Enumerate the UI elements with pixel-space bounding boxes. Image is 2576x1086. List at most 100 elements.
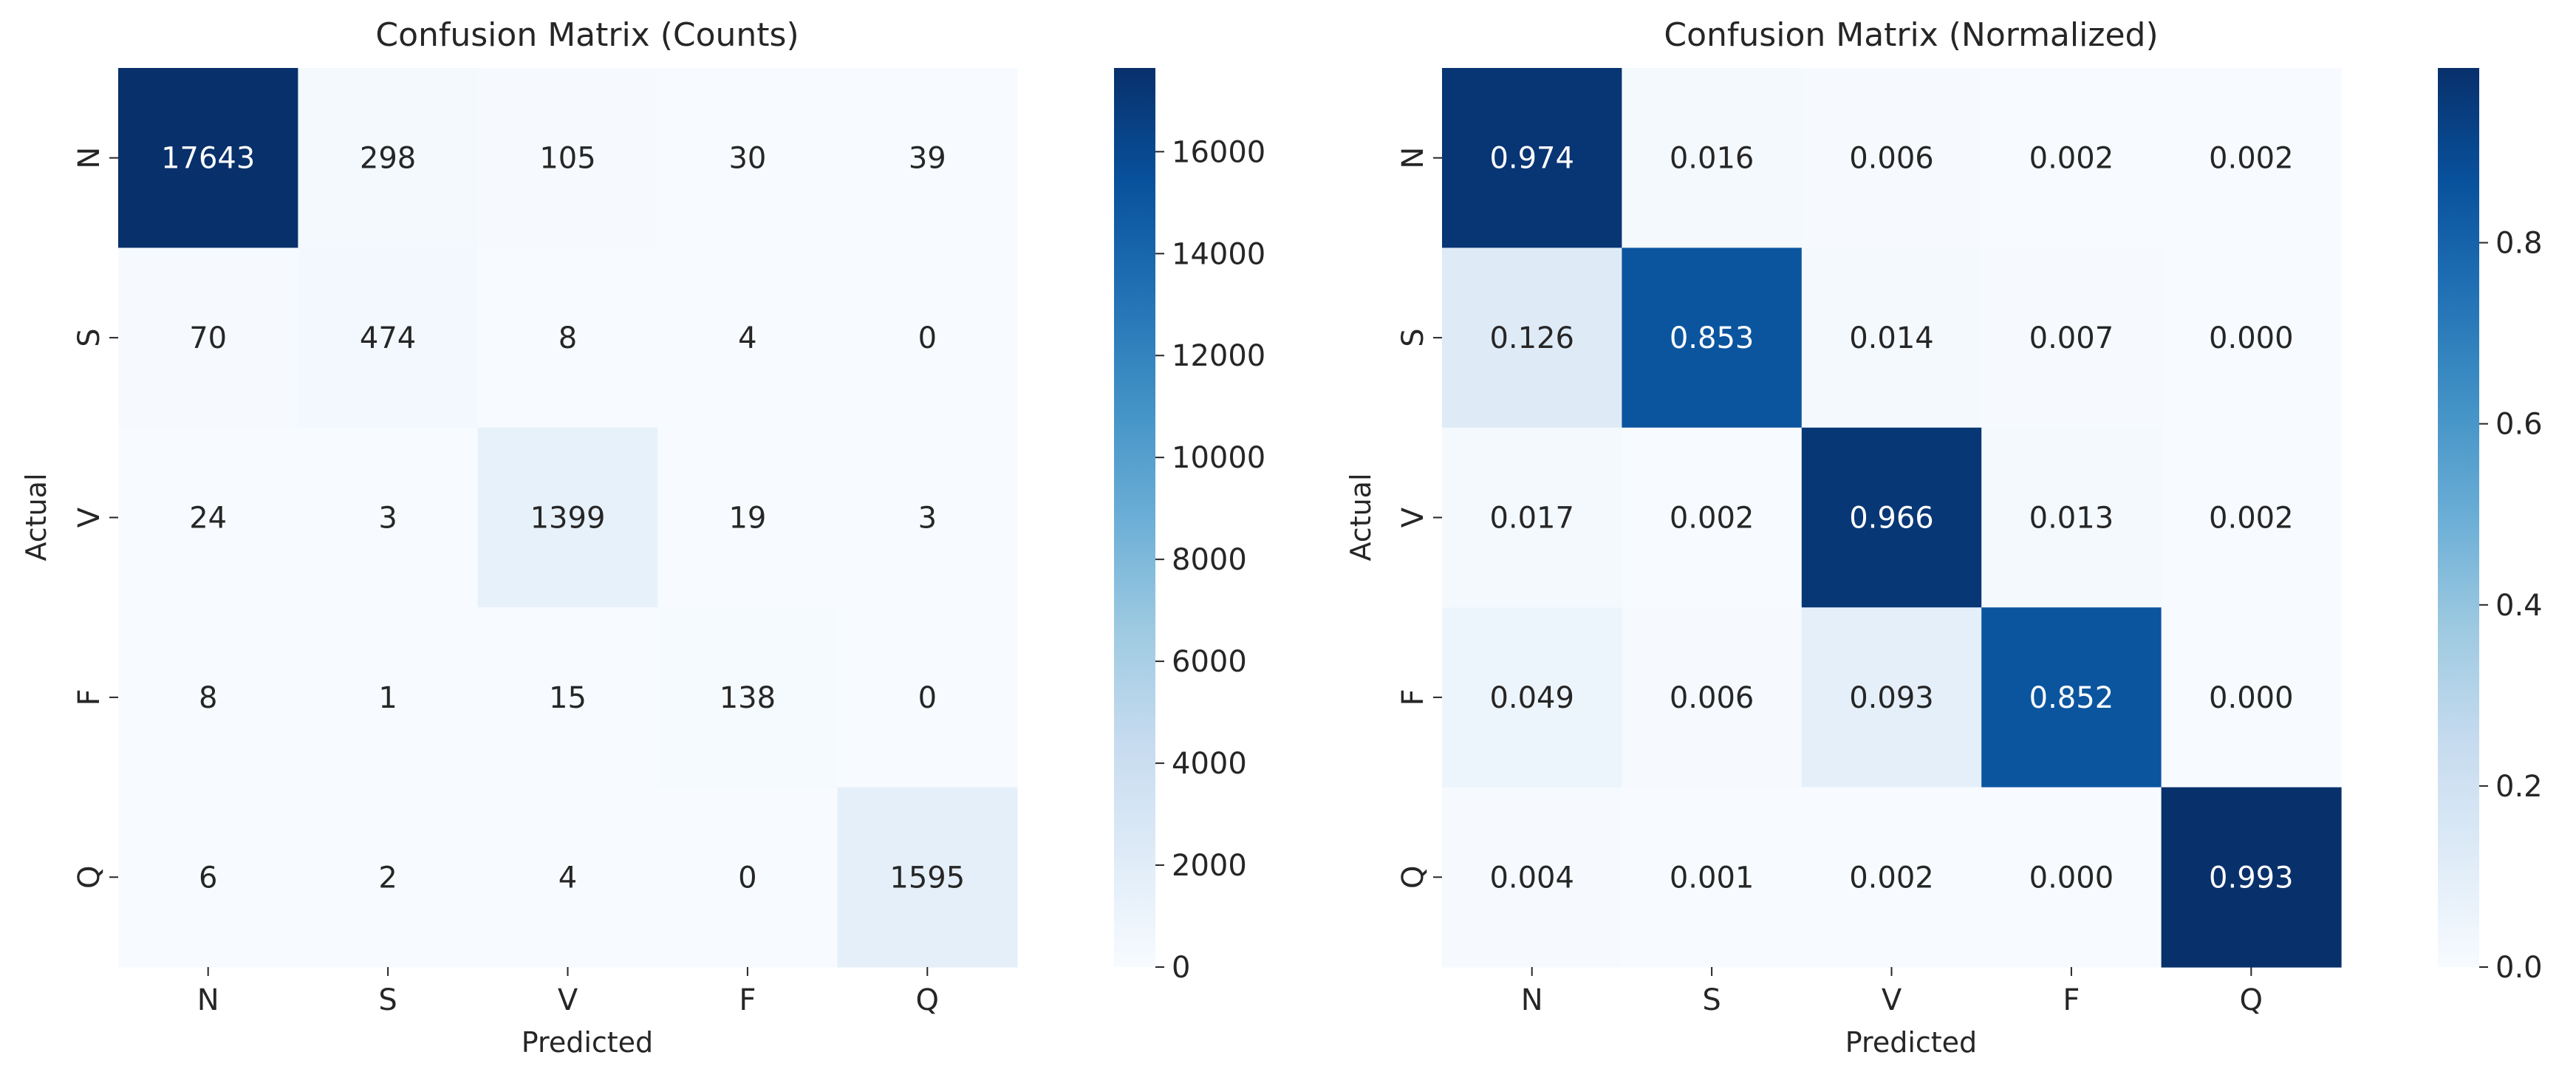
cell-value-label: 0.002 bbox=[1670, 502, 1755, 536]
colorbar-tick-label: 6000 bbox=[1172, 645, 1247, 679]
y-tick-label: V bbox=[72, 507, 106, 527]
cell-value-label: 15 bbox=[549, 681, 587, 715]
heatmap-cell bbox=[1981, 787, 2162, 968]
y-tick-label: F bbox=[1396, 689, 1430, 706]
cell-value-label: 19 bbox=[728, 502, 766, 536]
heatmap-cell bbox=[1801, 247, 1982, 428]
heatmap-cell bbox=[1442, 427, 1622, 608]
cell-value-label: 2 bbox=[378, 861, 397, 895]
cell-value-label: 0.974 bbox=[1489, 142, 1574, 176]
cell-value-label: 0.006 bbox=[1670, 681, 1755, 715]
heatmap-cell bbox=[477, 247, 658, 428]
colorbar-tick-label: 0.6 bbox=[2495, 408, 2543, 442]
heatmap-cell bbox=[837, 427, 1018, 608]
cell-value-label: 6 bbox=[199, 861, 217, 895]
cell-value-label: 0.016 bbox=[1670, 142, 1755, 176]
heatmap-cell bbox=[298, 787, 479, 968]
colorbar-tick-label: 0.4 bbox=[2495, 589, 2543, 623]
x-tick-label: N bbox=[1521, 983, 1543, 1017]
cell-value-label: 8 bbox=[199, 681, 217, 715]
heatmap-cell bbox=[298, 427, 479, 608]
cell-value-label: 1595 bbox=[889, 861, 965, 895]
chart-title: Confusion Matrix (Normalized) bbox=[1664, 16, 2158, 54]
cell-value-label: 8 bbox=[558, 321, 577, 355]
colorbar-tick-label: 14000 bbox=[1172, 237, 1265, 271]
cell-value-label: 0.000 bbox=[2029, 861, 2114, 895]
colorbar-tick-label: 2000 bbox=[1172, 849, 1247, 883]
heatmap-cell bbox=[1622, 427, 1803, 608]
x-tick-label: F bbox=[739, 983, 756, 1017]
cell-value-label: 0.007 bbox=[2029, 321, 2114, 355]
colorbar-gradient bbox=[1114, 68, 1155, 967]
cell-value-label: 4 bbox=[738, 321, 756, 355]
colorbar-tick-label: 8000 bbox=[1172, 543, 1247, 577]
heatmap-cell bbox=[657, 607, 838, 788]
cell-value-label: 0.993 bbox=[2209, 861, 2294, 895]
x-tick-label: V bbox=[1882, 983, 1902, 1017]
y-axis-label: Actual bbox=[1345, 473, 1377, 561]
cell-value-label: 0.000 bbox=[2209, 321, 2294, 355]
heatmap-cell bbox=[1622, 68, 1803, 248]
cell-value-label: 0.002 bbox=[2209, 142, 2294, 176]
y-tick-label: N bbox=[72, 147, 106, 169]
heatmap-cell bbox=[657, 427, 838, 608]
y-tick-label: Q bbox=[72, 866, 106, 889]
cell-value-label: 0.126 bbox=[1489, 321, 1574, 355]
colorbar-tick-label: 10000 bbox=[1172, 441, 1265, 475]
heatmap-cell bbox=[298, 68, 479, 248]
heatmap-cell bbox=[1981, 427, 2162, 608]
heatmap-cell bbox=[2161, 607, 2342, 788]
heatmap-cell bbox=[2161, 68, 2342, 248]
x-tick-label: Q bbox=[916, 983, 939, 1017]
cell-value-label: 0.002 bbox=[2029, 142, 2114, 176]
heatmap-cell bbox=[657, 247, 838, 428]
y-tick-label: V bbox=[1396, 507, 1430, 527]
heatmap-cell bbox=[1981, 68, 2162, 248]
heatmap-cell bbox=[657, 68, 838, 248]
colorbar-tick-label: 0.2 bbox=[2495, 770, 2543, 804]
heatmap-cell bbox=[298, 607, 479, 788]
heatmap-cell bbox=[1622, 787, 1803, 968]
cell-value-label: 17643 bbox=[161, 142, 255, 176]
cell-value-label: 0.006 bbox=[1849, 142, 1934, 176]
cell-value-label: 0 bbox=[738, 861, 756, 895]
y-tick-label: N bbox=[1396, 147, 1430, 169]
heatmap-cell bbox=[837, 247, 1018, 428]
colorbar-tick-label: 12000 bbox=[1172, 339, 1265, 373]
heatmap-cell bbox=[837, 607, 1018, 788]
x-tick-label: Q bbox=[2240, 983, 2263, 1017]
y-tick-label: Q bbox=[1396, 866, 1430, 889]
cell-value-label: 0.014 bbox=[1849, 321, 1934, 355]
cell-value-label: 0.004 bbox=[1489, 861, 1574, 895]
heatmap-cell bbox=[1442, 68, 1622, 248]
heatmap-cell bbox=[477, 427, 658, 608]
cell-value-label: 105 bbox=[539, 142, 595, 176]
cell-value-label: 3 bbox=[378, 502, 397, 536]
heatmap-cell bbox=[118, 607, 298, 788]
heatmap-cell bbox=[837, 787, 1018, 968]
heatmap-cell bbox=[118, 247, 298, 428]
colorbar-tick-label: 0 bbox=[1172, 951, 1190, 985]
cell-value-label: 0 bbox=[918, 681, 937, 715]
cell-value-label: 30 bbox=[728, 142, 766, 176]
cell-value-label: 3 bbox=[918, 502, 937, 536]
x-tick-label: S bbox=[378, 983, 397, 1017]
y-axis-label: Actual bbox=[20, 473, 52, 561]
cell-value-label: 70 bbox=[189, 321, 227, 355]
heatmap-cell bbox=[477, 787, 658, 968]
cell-value-label: 0.017 bbox=[1489, 502, 1574, 536]
heatmap-axes: N S V F Q N S V F Q bbox=[1396, 147, 2263, 1017]
heatmap-cell bbox=[1442, 607, 1622, 788]
cell-value-label: 0.049 bbox=[1489, 681, 1574, 715]
heatmap-cells: 0.974 0.016 0.006 0.002 0.002 0.126 0.853 0.014… bbox=[1442, 68, 2342, 968]
y-tick-label: S bbox=[72, 328, 106, 346]
heatmap-cell bbox=[1981, 607, 2162, 788]
heatmap-cell bbox=[1622, 607, 1803, 788]
heatmap-cell bbox=[1442, 787, 1622, 968]
heatmap-cell bbox=[118, 787, 298, 968]
cell-value-label: 39 bbox=[909, 142, 946, 176]
heatmap-cell bbox=[1801, 607, 1982, 788]
cell-value-label: 0.852 bbox=[2029, 681, 2114, 715]
